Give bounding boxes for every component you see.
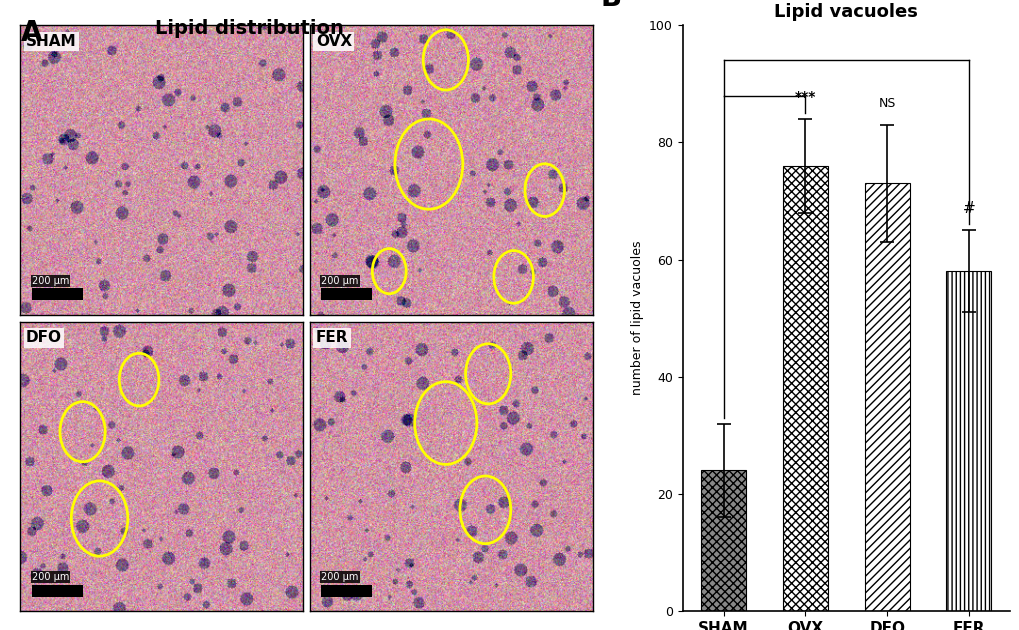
Bar [783, 166, 827, 611]
Text: OVX: OVX [316, 34, 352, 49]
Text: 200 μm: 200 μm [321, 275, 359, 285]
Bar [946, 272, 990, 611]
Text: 200 μm: 200 μm [32, 275, 69, 285]
FancyBboxPatch shape [32, 585, 83, 597]
Text: A: A [20, 19, 42, 47]
Text: ***: *** [794, 90, 815, 105]
Text: #: # [962, 200, 974, 215]
Text: NS: NS [877, 97, 895, 110]
Bar [700, 471, 745, 611]
FancyBboxPatch shape [321, 289, 372, 300]
Text: 200 μm: 200 μm [321, 572, 359, 582]
FancyBboxPatch shape [321, 585, 372, 597]
FancyBboxPatch shape [32, 289, 83, 300]
Bar [864, 183, 909, 611]
Text: B: B [600, 0, 622, 12]
Text: DFO: DFO [26, 331, 62, 345]
Title: Lipid vacuoles: Lipid vacuoles [773, 3, 917, 21]
Text: Lipid distribution: Lipid distribution [155, 19, 344, 38]
Text: 200 μm: 200 μm [32, 572, 69, 582]
Text: FER: FER [316, 331, 347, 345]
Y-axis label: number of lipid vacuoles: number of lipid vacuoles [630, 241, 643, 396]
Text: SHAM: SHAM [26, 34, 76, 49]
